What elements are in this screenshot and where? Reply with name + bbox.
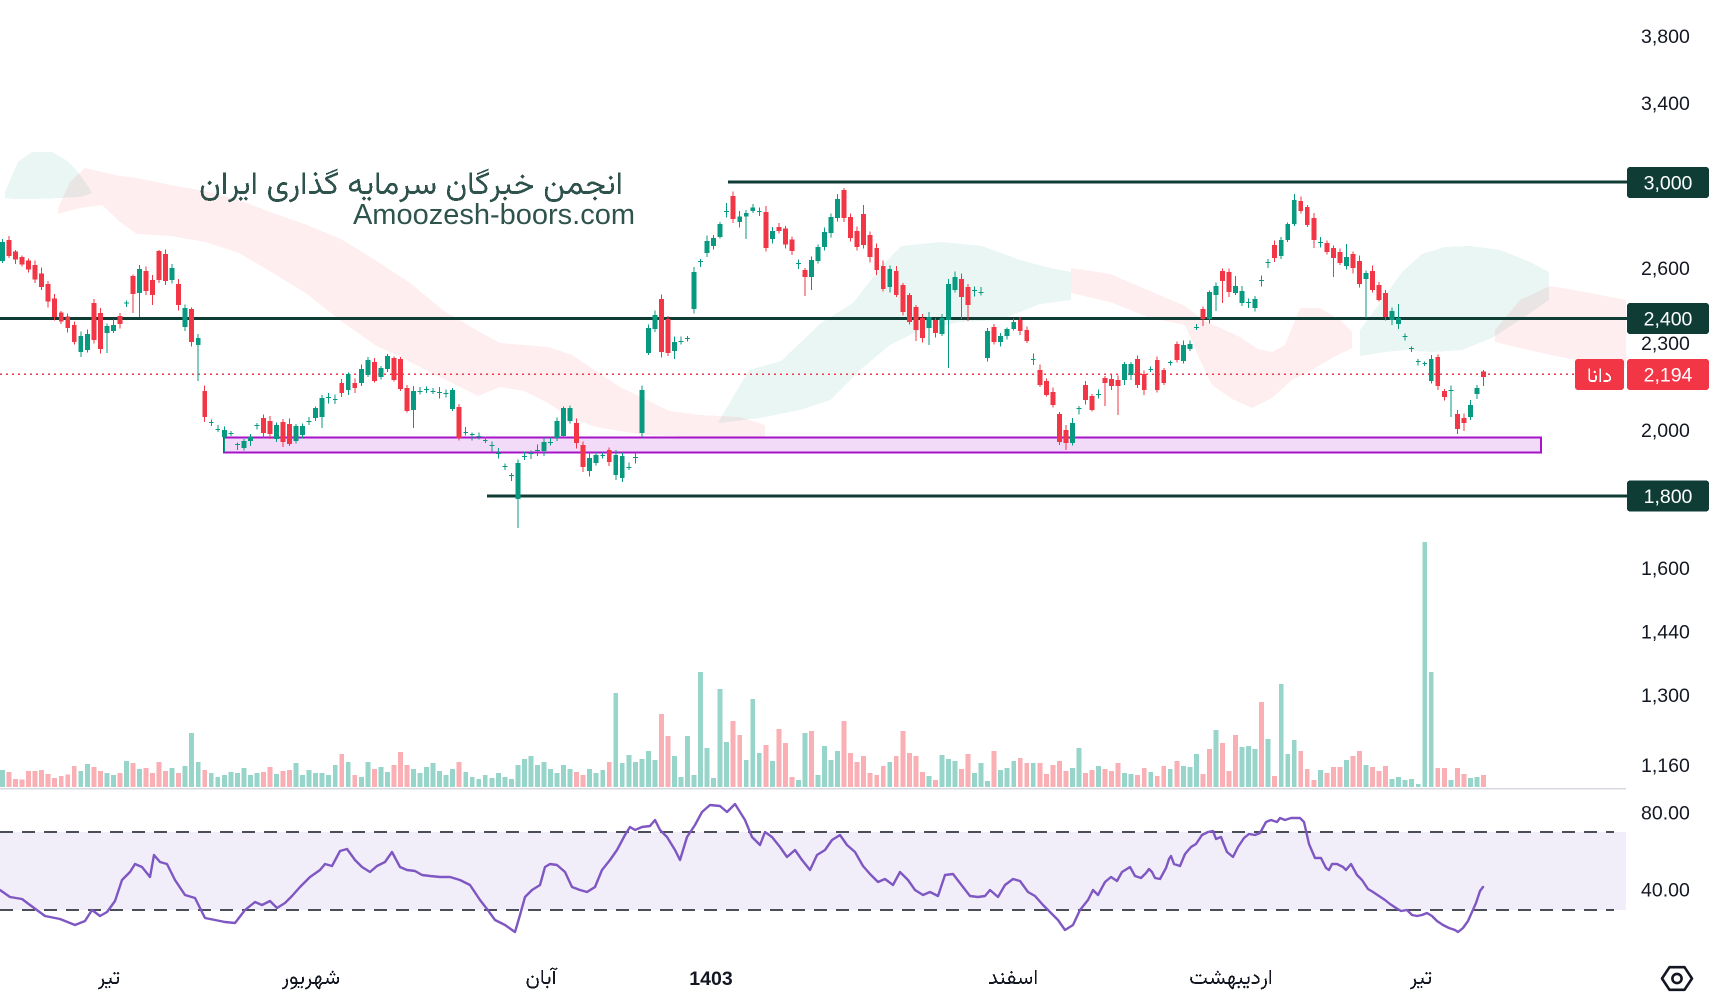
svg-text:1,800: 1,800 (1644, 486, 1693, 508)
svg-text:1,440: 1,440 (1641, 622, 1690, 644)
svg-text:3,800: 3,800 (1641, 26, 1690, 48)
svg-text:2,300: 2,300 (1641, 333, 1690, 355)
svg-text:1,300: 1,300 (1641, 685, 1690, 707)
svg-text:1403: 1403 (689, 968, 733, 990)
svg-text:80.00: 80.00 (1641, 803, 1690, 825)
svg-text:2,600: 2,600 (1641, 258, 1690, 280)
svg-text:1,600: 1,600 (1641, 558, 1690, 580)
svg-text:3,400: 3,400 (1641, 93, 1690, 115)
svg-text:2,000: 2,000 (1641, 420, 1690, 442)
svg-text:40.00: 40.00 (1641, 880, 1690, 902)
svg-text:1,160: 1,160 (1641, 755, 1690, 777)
svg-text:3,000: 3,000 (1644, 173, 1693, 195)
svg-text:Amoozesh-boors.com: Amoozesh-boors.com (353, 199, 635, 231)
svg-text:2,194: 2,194 (1644, 365, 1693, 387)
svg-text:2,400: 2,400 (1644, 309, 1693, 331)
